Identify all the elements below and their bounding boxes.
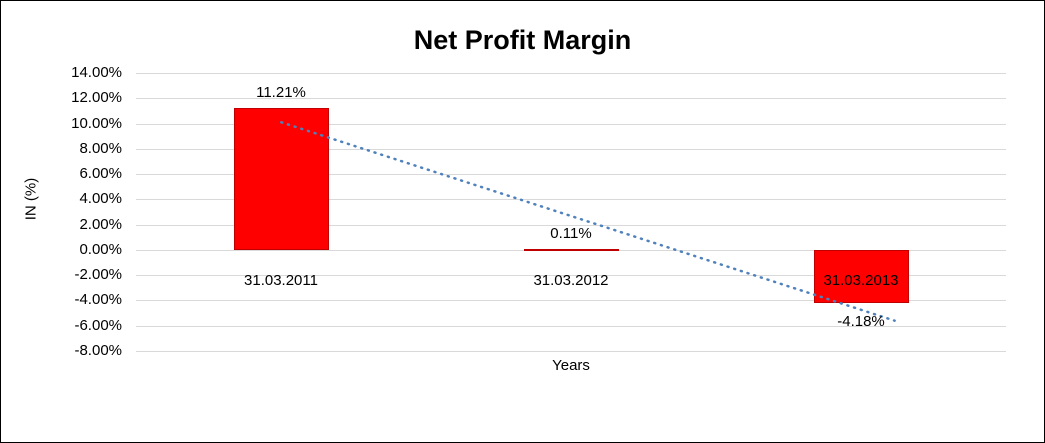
trendline (280, 121, 896, 322)
gridline (136, 325, 1006, 327)
gridline (136, 123, 1006, 125)
bar (523, 248, 619, 251)
x-category-label: 31.03.2011 (244, 271, 318, 289)
gridline (136, 300, 1006, 302)
y-tick-label: 0.00% (79, 240, 122, 258)
y-axis-tick-labels: 14.00% 12.00% 10.00% 8.00% 6.00% 4.00% 2.00% 0.… (1, 64, 128, 359)
gridline (136, 199, 1006, 201)
data-label: -4.18% (837, 312, 885, 330)
y-tick-label: 8.00% (79, 139, 122, 157)
y-tick-label: -4.00% (74, 291, 122, 309)
y-tick-label: 4.00% (79, 190, 122, 208)
y-tick-label: 14.00% (71, 64, 122, 81)
gridline (136, 73, 1006, 74)
data-label: 0.11% (550, 224, 592, 242)
y-tick-label: 12.00% (71, 89, 122, 107)
gridline (136, 275, 1006, 277)
bar (233, 108, 329, 250)
y-tick-label: -6.00% (74, 316, 122, 334)
bar (813, 249, 909, 303)
gridline (136, 224, 1006, 226)
y-tick-label: 2.00% (79, 215, 122, 233)
gridline (136, 174, 1006, 176)
x-axis-title: Years (552, 357, 590, 374)
y-tick-label: -8.00% (74, 342, 122, 359)
gridline (136, 148, 1006, 150)
y-tick-label: 10.00% (71, 114, 122, 132)
plot-area: 11.21% 31.03.2011 0.11% 31.03.2012 -4.18% 31.… (136, 73, 1006, 352)
chart-title: Net Profit Margin (413, 25, 632, 55)
y-tick-label: -2.00% (74, 266, 122, 284)
y-tick-label: 6.00% (79, 165, 122, 183)
gridline (136, 351, 1006, 352)
data-label: 11.21% (256, 84, 306, 102)
x-category-label: 31.03.2012 (533, 271, 609, 289)
gridline (136, 98, 1006, 100)
x-category-label: 31.03.2013 (823, 271, 899, 289)
